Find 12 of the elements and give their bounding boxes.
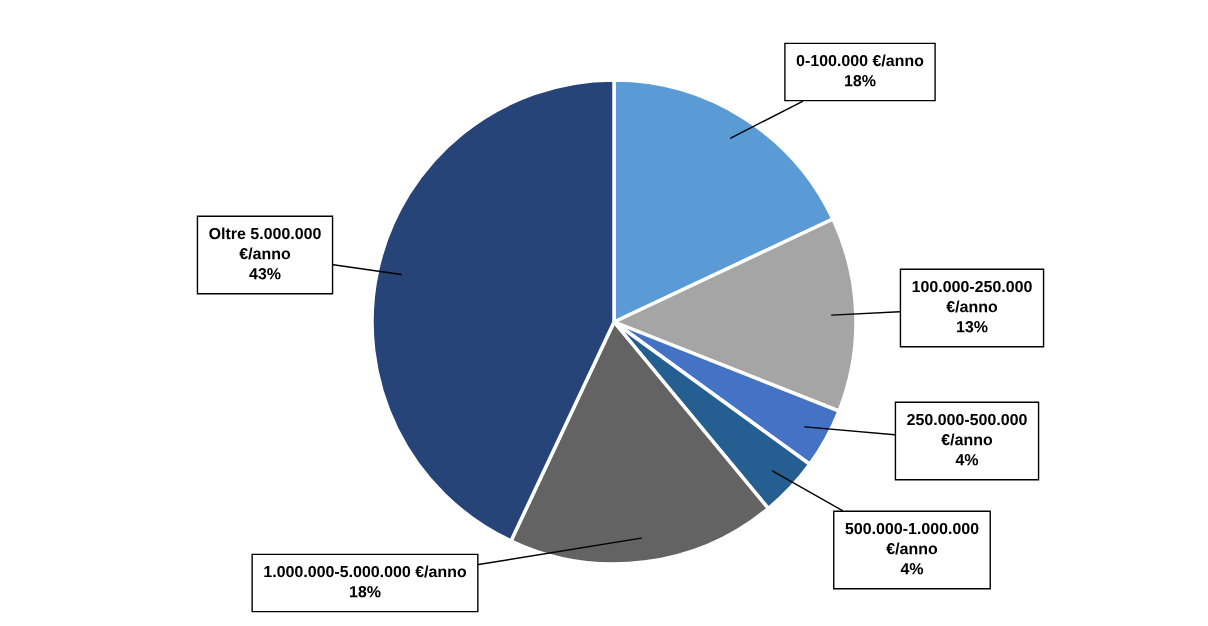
- data-label: 18%: [845, 75, 876, 87]
- slice-label: Oltre 5.000.000 €/anno: [209, 227, 321, 260]
- slice-label: 500.000-1.000.000 €/anno: [845, 522, 979, 555]
- slice-label: 1.000.000-5.000.000 €/anno: [264, 565, 467, 578]
- data-label: 4%: [955, 454, 979, 466]
- slice-label: 0-100.000 €/anno: [796, 54, 924, 67]
- data-label: 43%: [249, 268, 281, 280]
- data-label: 4%: [900, 563, 924, 575]
- data-label: 13%: [957, 321, 988, 333]
- data-label: 18%: [350, 586, 381, 598]
- slice-label: 250.000-500.000 €/anno: [907, 413, 1027, 446]
- slice-label: 100.000-250.000 €/anno: [912, 280, 1032, 313]
